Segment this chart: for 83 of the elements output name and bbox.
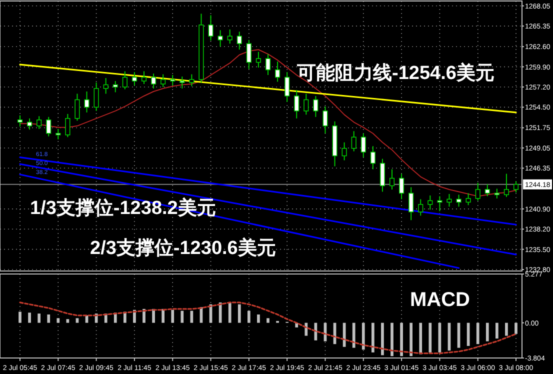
bar (486, 322, 489, 342)
candlestick (17, 114, 23, 128)
candlestick (304, 93, 309, 116)
candlestick (342, 142, 347, 161)
candlestick (246, 39, 252, 70)
candlestick (150, 73, 156, 90)
candlestick (322, 106, 328, 134)
candlestick (84, 91, 90, 113)
candlestick (504, 173, 510, 198)
bar (495, 322, 498, 339)
bar (238, 304, 241, 323)
candlestick (428, 194, 433, 210)
candlestick (294, 90, 300, 119)
bar (304, 322, 308, 336)
candlestick (380, 158, 386, 192)
candlestick (437, 196, 442, 212)
bar (352, 322, 356, 348)
candlestick (227, 28, 232, 44)
bar (228, 302, 232, 323)
candlestick (46, 116, 52, 137)
candlestick (112, 80, 118, 93)
annotation: 2/3支撑位-1230.6美元 (90, 237, 276, 259)
annotation: 可能阻力线-1254.6美元 (296, 62, 494, 84)
bar (514, 322, 518, 334)
candlestick (494, 188, 500, 199)
candlestick (189, 74, 194, 87)
candlestick (265, 54, 271, 76)
candlestick (284, 72, 290, 102)
bar (66, 319, 70, 323)
bar (76, 318, 79, 323)
candlestick (132, 72, 138, 86)
candlestick (418, 198, 424, 216)
candlestick (313, 95, 318, 118)
candlestick (351, 130, 356, 152)
candlestick (513, 180, 519, 193)
bar (18, 312, 22, 323)
candlestick (208, 14, 214, 42)
candlestick (446, 193, 452, 208)
candlestick (65, 113, 70, 138)
candlestick (456, 194, 462, 208)
candlestick (160, 74, 166, 88)
bar (257, 314, 260, 323)
candlestick (180, 76, 185, 90)
candlestick (218, 30, 223, 48)
bar (295, 322, 298, 328)
candlestick (398, 173, 404, 200)
candlestick (475, 182, 480, 202)
bar (266, 318, 270, 323)
candlestick (484, 184, 490, 197)
bar (56, 318, 60, 323)
text: MACD (410, 289, 470, 311)
bar (171, 310, 174, 323)
bar (247, 310, 250, 323)
candlestick (360, 132, 366, 158)
candlestick (94, 82, 99, 112)
candlestick (141, 70, 147, 85)
candlestick (170, 74, 176, 86)
candlestick (370, 146, 376, 170)
bar (428, 322, 432, 352)
bar (162, 308, 165, 323)
candlestick (103, 78, 108, 94)
candlestick (408, 186, 414, 221)
bar (476, 322, 480, 344)
bar (47, 314, 50, 323)
bar (28, 312, 31, 323)
candlestick (56, 128, 61, 140)
bar (38, 314, 41, 323)
bar (180, 310, 184, 323)
candlestick (36, 116, 42, 130)
bar (381, 322, 384, 356)
candlestick (26, 118, 32, 130)
candlestick (236, 31, 242, 50)
bar (362, 322, 365, 350)
candlestick (274, 61, 280, 82)
bar (505, 322, 508, 336)
bar (371, 322, 374, 352)
candlestick (466, 192, 471, 206)
bar (419, 322, 422, 354)
candlestick (74, 93, 80, 122)
bar (152, 308, 155, 323)
candlestick (389, 168, 395, 190)
candlestick (122, 70, 128, 90)
candlestick (256, 51, 262, 68)
